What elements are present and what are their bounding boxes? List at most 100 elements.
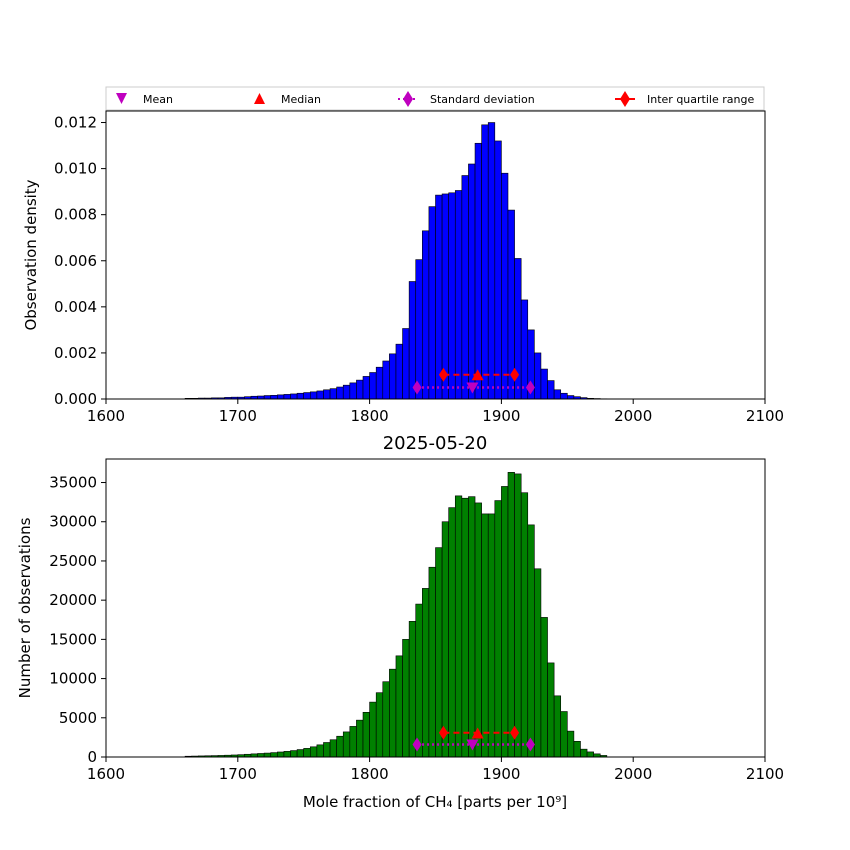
median-marker-icon [254,93,265,104]
histogram-bar [303,392,311,400]
histogram-bar [422,230,430,400]
iqr-endpoint-marker [438,367,448,382]
histogram-bar [540,368,548,400]
histogram-bar [580,748,588,758]
histogram-bar [468,496,476,758]
y-axis-ticks: 0.000 0.002 0.004 0.006 0.008 0.010 0.012 [54,114,106,408]
std-endpoint-marker [525,380,535,395]
mean-marker [466,739,479,751]
histogram-bar [422,588,430,758]
y-tick-label: 0.004 [54,298,97,316]
histogram-bar [461,175,469,400]
x-tick-label: 1900 [482,765,520,783]
histogram-bar [553,695,562,758]
histogram-bar [566,395,575,400]
histogram-bar [389,668,397,758]
histogram-bar [342,384,351,400]
histogram-bar [395,343,403,400]
chart-title: 2025-05-20 [383,433,488,454]
histogram-bar [415,259,423,400]
x-tick-label: 1800 [351,407,389,425]
histogram-bar [303,748,311,758]
histogram-bar [257,753,265,758]
plot-frame [105,458,766,758]
y-tick-label: 25000 [49,552,97,570]
histogram-bar [342,731,351,758]
y-tick-label: 5000 [59,709,97,727]
histogram-bar [309,746,318,758]
histogram-bar [474,502,482,758]
histogram-bar [316,744,324,758]
y-tick-label: 35000 [49,474,97,492]
histogram-bar [586,751,594,758]
histogram-bar [375,366,384,400]
histogram-bar [514,473,522,758]
y-tick-label: 0.008 [54,206,97,224]
histogram-bar [441,193,449,400]
histogram-bar [290,393,298,400]
histogram-bar [382,360,390,400]
histogram-bar [481,513,489,758]
histogram-bar [263,752,272,758]
histogram-bar [375,692,384,758]
legend-entry-mean: Mean [116,93,173,106]
histogram-bar [428,206,436,400]
histogram-bar [277,394,285,400]
histogram-bar [454,495,463,758]
histogram-bar [520,492,529,758]
histogram-bar [553,389,562,400]
histogram-bar [323,742,331,758]
histogram-bar [487,513,496,758]
histogram-bar [283,394,291,400]
histogram-bar [540,617,548,758]
histogram-bar [402,639,410,758]
x-tick-label: 1900 [482,407,520,425]
iqr-endpoint-marker [510,725,520,740]
legend-entry-median: Median [254,93,321,106]
legend-entry-iqr: Inter quartile range [615,91,754,107]
std-endpoint-marker [412,380,422,395]
histogram-bar [296,749,304,758]
x-tick-label: 1600 [87,407,125,425]
histogram-bar [573,741,581,758]
histogram-bar [494,500,502,758]
histogram-bar [415,603,423,758]
histogram-bar [356,379,364,400]
histogram-bar [481,124,489,400]
density-bars [184,122,608,400]
y-tick-label: 0 [87,748,97,766]
x-tick-label: 1600 [87,765,125,783]
histogram-bar [369,372,377,400]
histogram-bar [474,142,482,400]
histogram-bar [441,521,449,758]
histogram-bar [461,497,469,758]
iqr-diamond-icon [620,91,630,107]
x-tick-label: 1800 [351,765,389,783]
histogram-bar [389,353,397,400]
std-endpoint-marker [412,737,422,752]
y-tick-label: 0.010 [54,160,97,178]
histogram-bar [329,739,337,758]
y-axis-label: Observation density [22,179,40,330]
y-tick-label: 0.002 [54,344,97,362]
histogram-bar [501,172,509,400]
histogram-bar [428,566,436,758]
y-tick-label: 30000 [49,513,97,531]
histogram-bar [336,386,344,400]
plot-frame [105,110,766,400]
y-tick-label: 20000 [49,591,97,609]
x-axis-ticks: 1600 1700 1800 1900 2000 2100 [87,399,784,425]
histogram-bar [277,751,285,758]
histogram-bar [487,122,496,400]
iqr-endpoint-marker [510,367,520,382]
histogram-bar [270,395,278,400]
x-tick-label: 2100 [746,765,784,783]
histogram-bar [534,352,542,400]
histogram-bar [362,711,370,758]
y-axis-label: Number of observations [16,517,34,698]
x-tick-label: 2100 [746,407,784,425]
median-marker [471,727,484,739]
histogram-bar [527,524,535,758]
histogram-bar [290,750,298,758]
